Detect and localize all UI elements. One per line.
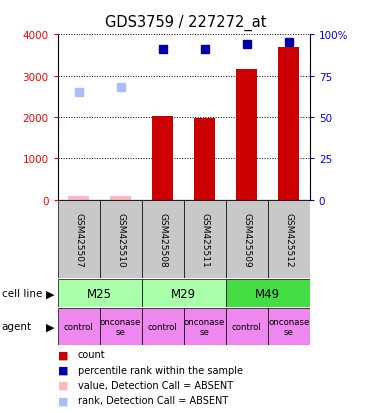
Text: control: control <box>232 322 262 331</box>
Bar <box>236 70 257 200</box>
Bar <box>268 309 310 345</box>
Text: GSM425508: GSM425508 <box>158 212 167 267</box>
Text: M49: M49 <box>255 287 280 300</box>
Text: ■: ■ <box>58 365 68 375</box>
Text: GSM425509: GSM425509 <box>242 212 251 267</box>
Text: M25: M25 <box>87 287 112 300</box>
Text: count: count <box>78 349 105 359</box>
Text: GDS3759 / 227272_at: GDS3759 / 227272_at <box>105 14 266 31</box>
Text: cell line: cell line <box>2 289 42 299</box>
Text: M29: M29 <box>171 287 196 300</box>
Text: ▶: ▶ <box>46 289 54 299</box>
Text: GSM425511: GSM425511 <box>200 212 209 267</box>
Bar <box>110 197 131 200</box>
Bar <box>142 309 184 345</box>
Text: GSM425512: GSM425512 <box>284 212 293 267</box>
Text: onconase
se: onconase se <box>184 317 225 336</box>
Text: ■: ■ <box>58 380 68 390</box>
Bar <box>58 280 142 308</box>
Text: rank, Detection Call = ABSENT: rank, Detection Call = ABSENT <box>78 395 228 405</box>
Bar <box>58 200 99 279</box>
Text: agent: agent <box>2 322 32 332</box>
Bar <box>99 200 142 279</box>
Bar <box>68 197 89 200</box>
Bar <box>194 119 215 200</box>
Text: GSM425510: GSM425510 <box>116 212 125 267</box>
Text: ■: ■ <box>58 349 68 359</box>
Bar <box>226 280 310 308</box>
Bar <box>226 200 268 279</box>
Bar <box>268 200 310 279</box>
Text: value, Detection Call = ABSENT: value, Detection Call = ABSENT <box>78 380 233 390</box>
Bar <box>184 200 226 279</box>
Bar <box>226 309 268 345</box>
Text: control: control <box>148 322 177 331</box>
Bar <box>58 309 99 345</box>
Bar <box>278 47 299 200</box>
Bar <box>184 309 226 345</box>
Text: percentile rank within the sample: percentile rank within the sample <box>78 365 243 375</box>
Text: control: control <box>64 322 93 331</box>
Text: onconase
se: onconase se <box>100 317 141 336</box>
Text: ■: ■ <box>58 395 68 405</box>
Text: GSM425507: GSM425507 <box>74 212 83 267</box>
Text: onconase
se: onconase se <box>268 317 309 336</box>
Bar <box>152 117 173 200</box>
Bar <box>142 280 226 308</box>
Text: ▶: ▶ <box>46 322 54 332</box>
Bar <box>142 200 184 279</box>
Bar <box>99 309 142 345</box>
